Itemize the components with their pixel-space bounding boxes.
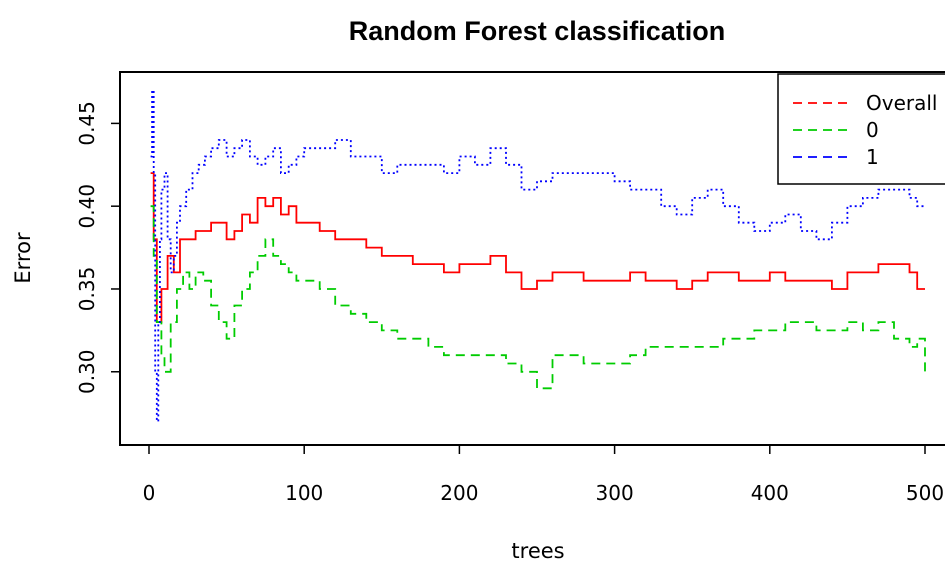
series-layer bbox=[150, 89, 926, 423]
series-line-2 bbox=[150, 89, 925, 423]
x-tick-label: 0 bbox=[143, 481, 156, 505]
x-tick-label: 200 bbox=[440, 481, 478, 505]
series-line-0 bbox=[150, 172, 925, 323]
y-tick-label: 0.35 bbox=[75, 267, 99, 312]
y-axis: 0.30 0.35 0.40 0.45 bbox=[75, 101, 121, 395]
x-tick-label: 300 bbox=[596, 481, 634, 505]
legend-label-0: Overall bbox=[866, 91, 937, 115]
series-line-1 bbox=[150, 205, 926, 390]
y-tick-label: 0.45 bbox=[75, 101, 99, 146]
x-tick-label: 100 bbox=[285, 481, 323, 505]
y-axis-label: Error bbox=[11, 232, 35, 284]
legend-box bbox=[777, 73, 945, 185]
x-tick-label: 500 bbox=[906, 481, 944, 505]
legend: Overall 0 1 bbox=[777, 73, 945, 185]
y-tick-label: 0.30 bbox=[75, 350, 99, 395]
y-tick-label: 0.40 bbox=[75, 184, 99, 229]
x-tick-label: 400 bbox=[751, 481, 789, 505]
chart-title: Random Forest classification bbox=[349, 16, 726, 46]
legend-label-2: 1 bbox=[866, 145, 879, 169]
x-axis-label: trees bbox=[511, 539, 564, 563]
x-axis: 0 100 200 300 400 500 bbox=[143, 444, 944, 505]
legend-label-1: 0 bbox=[866, 118, 879, 142]
